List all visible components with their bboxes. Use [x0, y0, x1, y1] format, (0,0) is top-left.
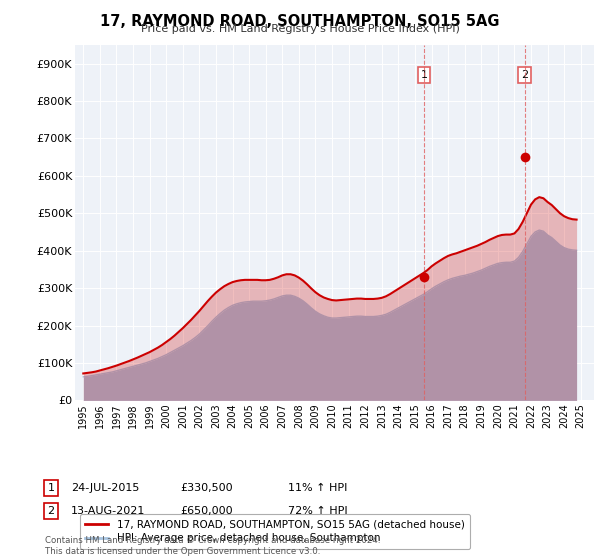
Text: 2: 2	[521, 70, 528, 80]
Text: Price paid vs. HM Land Registry's House Price Index (HPI): Price paid vs. HM Land Registry's House …	[140, 24, 460, 34]
Text: 13-AUG-2021: 13-AUG-2021	[71, 506, 145, 516]
Text: 2: 2	[47, 506, 55, 516]
Text: 24-JUL-2015: 24-JUL-2015	[71, 483, 139, 493]
Legend: 17, RAYMOND ROAD, SOUTHAMPTON, SO15 5AG (detached house), HPI: Average price, de: 17, RAYMOND ROAD, SOUTHAMPTON, SO15 5AG …	[80, 514, 470, 549]
Text: 72% ↑ HPI: 72% ↑ HPI	[288, 506, 347, 516]
Text: 17, RAYMOND ROAD, SOUTHAMPTON, SO15 5AG: 17, RAYMOND ROAD, SOUTHAMPTON, SO15 5AG	[100, 14, 500, 29]
Text: £650,000: £650,000	[180, 506, 233, 516]
Text: 1: 1	[421, 70, 428, 80]
Text: £330,500: £330,500	[180, 483, 233, 493]
Text: 11% ↑ HPI: 11% ↑ HPI	[288, 483, 347, 493]
Text: Contains HM Land Registry data © Crown copyright and database right 2024.
This d: Contains HM Land Registry data © Crown c…	[45, 536, 380, 556]
Text: 1: 1	[47, 483, 55, 493]
